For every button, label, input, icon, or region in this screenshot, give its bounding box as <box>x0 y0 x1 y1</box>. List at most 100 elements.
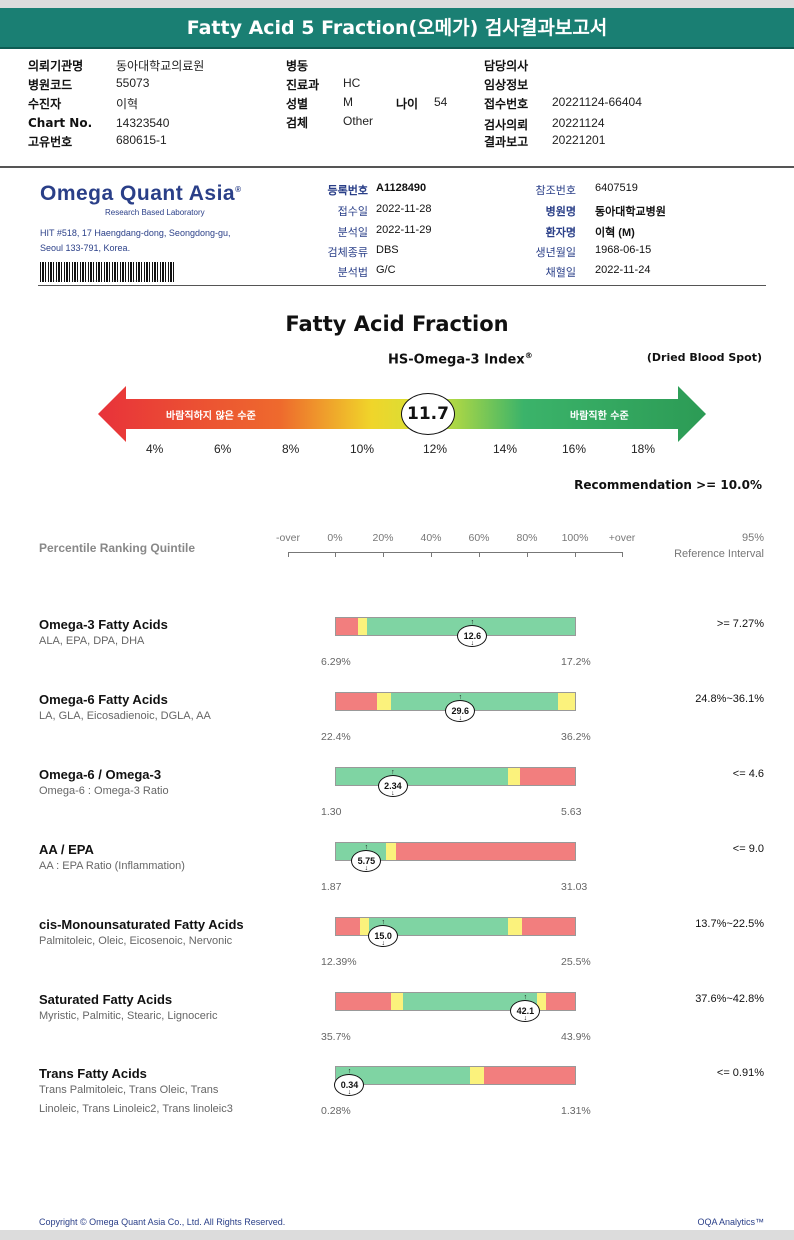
range-segment <box>357 618 368 635</box>
row-subtitle: Trans Palmitoleic, Trans Oleic, Trans Li… <box>39 1084 233 1115</box>
range-max: 36.2% <box>561 731 591 743</box>
reference-interval: 13.7%~22.5% <box>695 918 764 930</box>
range-segment <box>508 768 521 785</box>
omega3-index-title: HS-Omega-3 Index® <box>388 351 533 367</box>
reference-interval: <= 4.6 <box>732 768 764 780</box>
lab-address-line1: HIT #518, 17 Haengdang-dong, Seongdong-g… <box>40 228 231 238</box>
registration-label: 참조번호 <box>535 185 576 197</box>
percentile-tick <box>288 552 289 557</box>
row-subtitle: Omega-6 : Omega-3 Ratio <box>39 785 169 797</box>
header-value: 55073 <box>116 76 150 90</box>
gauge-scale-label: 18% <box>631 442 656 456</box>
registration-value: 2022-11-24 <box>595 264 651 276</box>
registration-label: 등록번호 <box>327 185 368 197</box>
header-label: 접수번호 <box>484 97 529 111</box>
value-marker: 15.0 <box>368 919 399 947</box>
value-marker: 0.34 <box>334 1068 365 1096</box>
gauge-scale-label: 14% <box>493 442 518 456</box>
registration-value: 동아대학교병원 <box>595 206 666 218</box>
header-value: 20221124-66404 <box>552 95 642 109</box>
value-marker: 12.6 <box>457 619 488 647</box>
registration-label: 채혈일 <box>545 267 576 279</box>
gauge-scale-label: 6% <box>214 442 232 456</box>
range-segment <box>469 1067 485 1084</box>
header-value: Other <box>343 114 374 128</box>
header-label: 결과보고 <box>484 135 529 149</box>
reference-header-1: 95% <box>741 532 764 544</box>
range-segment <box>359 918 370 935</box>
header-value: HC <box>343 76 361 90</box>
percentile-tick <box>383 552 384 557</box>
range-segment <box>386 843 396 860</box>
omega3-index-title-text: HS-Omega-3 Index <box>388 352 525 368</box>
registration-label: 분석일 <box>337 227 368 239</box>
percentile-tick-label: 40% <box>420 532 442 544</box>
header-label: Chart No. <box>28 116 93 130</box>
header-label: 나이 <box>396 97 419 111</box>
registration-value: 2022-11-28 <box>376 203 432 215</box>
registration-label: 환자명 <box>545 227 576 239</box>
header-label: 의뢰기관명 <box>28 59 84 73</box>
registration-value: 6407519 <box>595 182 638 194</box>
reference-interval: >= 7.27% <box>716 618 764 630</box>
range-min: 12.39% <box>321 956 357 968</box>
percentile-tick-label: 60% <box>468 532 490 544</box>
lab-address-line2: Seoul 133-791, Korea. <box>40 243 131 253</box>
bottom-margin <box>0 1230 794 1240</box>
percentile-tick-label: -over <box>276 532 300 544</box>
omega3-index-value: 11.7 <box>401 393 455 435</box>
percentile-tick <box>575 552 576 557</box>
range-min: 1.87 <box>321 881 342 893</box>
percentile-tick <box>622 552 623 557</box>
row-subtitle: AA : EPA Ratio (Inflammation) <box>39 860 185 872</box>
header-label: 담당의사 <box>484 59 529 73</box>
value-marker: 29.6 <box>445 694 476 722</box>
row-name: cis-Monounsaturated Fatty Acids <box>39 917 244 932</box>
lab-divider <box>38 285 766 286</box>
range-max: 43.9% <box>561 1031 591 1043</box>
range-segment <box>395 843 575 860</box>
row-subtitle: ALA, EPA, DPA, DHA <box>39 635 145 647</box>
range-segment <box>520 768 575 785</box>
registration-label: 분석법 <box>337 267 368 279</box>
top-margin <box>0 0 794 8</box>
registration-value: 이혁 (M) <box>595 227 635 239</box>
footer-brand: OQA Analytics™ <box>697 1217 764 1227</box>
reference-interval: 24.8%~36.1% <box>695 693 764 705</box>
row-subtitle: Palmitoleic, Oleic, Eicosenoic, Nervonic <box>39 935 233 947</box>
sample-type: (Dried Blood Spot) <box>646 351 762 364</box>
lab-logo: Omega Quant Asia® <box>40 182 242 206</box>
range-segment <box>336 618 358 635</box>
range-max: 17.2% <box>561 656 591 668</box>
header-value: M <box>343 95 353 109</box>
range-max: 1.31% <box>561 1105 591 1117</box>
range-segment <box>390 693 559 710</box>
header-divider <box>0 166 794 168</box>
range-segment <box>376 693 391 710</box>
range-bar <box>335 992 576 1011</box>
percentile-tick-label: +over <box>608 532 636 544</box>
registration-label: 생년월일 <box>535 247 576 259</box>
range-segment <box>369 918 509 935</box>
header-value: 54 <box>434 95 448 109</box>
range-segment <box>336 918 360 935</box>
percentile-tick <box>431 552 432 557</box>
range-max: 5.63 <box>561 806 582 818</box>
range-segment <box>508 918 523 935</box>
row-name: Trans Fatty Acids <box>39 1066 147 1081</box>
header-value: 동아대학교의료원 <box>116 59 205 73</box>
range-bar <box>335 617 576 636</box>
row-subtitle: LA, GLA, Eicosadienoic, DGLA, AA <box>39 710 211 722</box>
row-name: Omega-3 Fatty Acids <box>39 617 168 632</box>
registration-label: 병원명 <box>545 206 576 218</box>
row-name: AA / EPA <box>39 842 94 857</box>
gauge-scale-label: 4% <box>146 442 164 456</box>
range-segment <box>484 1067 575 1084</box>
range-segment <box>390 993 403 1010</box>
registration-value: A1128490 <box>376 182 427 194</box>
gauge-good-label: 바람직한 수준 <box>570 411 629 422</box>
header-label: 진료과 <box>286 78 320 92</box>
percentile-tick <box>527 552 528 557</box>
header-label: 검체 <box>286 116 309 130</box>
